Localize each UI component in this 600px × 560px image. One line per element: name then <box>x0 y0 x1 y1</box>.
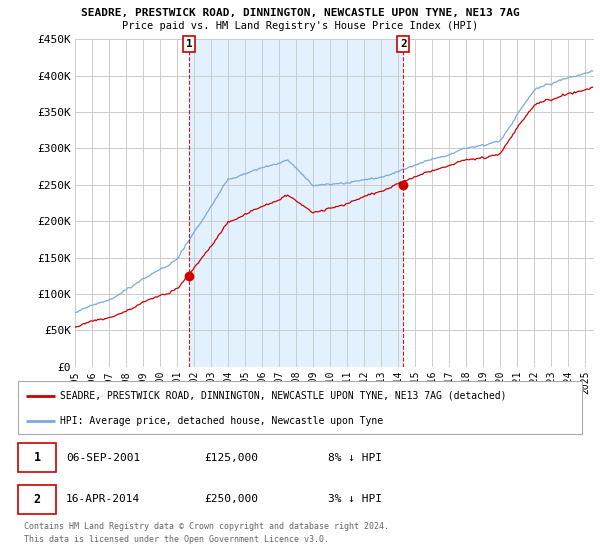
Text: 2: 2 <box>34 493 41 506</box>
Text: Contains HM Land Registry data © Crown copyright and database right 2024.: Contains HM Land Registry data © Crown c… <box>24 522 389 531</box>
Text: 1: 1 <box>186 39 193 49</box>
Text: £250,000: £250,000 <box>204 494 258 505</box>
FancyBboxPatch shape <box>18 484 56 514</box>
Text: 06-SEP-2001: 06-SEP-2001 <box>66 452 140 463</box>
Text: SEADRE, PRESTWICK ROAD, DINNINGTON, NEWCASTLE UPON TYNE, NE13 7AG: SEADRE, PRESTWICK ROAD, DINNINGTON, NEWC… <box>80 8 520 18</box>
Text: HPI: Average price, detached house, Newcastle upon Tyne: HPI: Average price, detached house, Newc… <box>60 416 383 426</box>
Text: Price paid vs. HM Land Registry's House Price Index (HPI): Price paid vs. HM Land Registry's House … <box>122 21 478 31</box>
FancyBboxPatch shape <box>18 443 56 473</box>
Text: £125,000: £125,000 <box>204 452 258 463</box>
Text: 8% ↓ HPI: 8% ↓ HPI <box>328 452 382 463</box>
Text: 1: 1 <box>34 451 41 464</box>
Text: This data is licensed under the Open Government Licence v3.0.: This data is licensed under the Open Gov… <box>24 534 329 544</box>
Text: 3% ↓ HPI: 3% ↓ HPI <box>328 494 382 505</box>
Text: SEADRE, PRESTWICK ROAD, DINNINGTON, NEWCASTLE UPON TYNE, NE13 7AG (detached): SEADRE, PRESTWICK ROAD, DINNINGTON, NEWC… <box>60 391 507 401</box>
Text: 2: 2 <box>400 39 407 49</box>
Text: 16-APR-2014: 16-APR-2014 <box>66 494 140 505</box>
Bar <box>189 39 403 367</box>
